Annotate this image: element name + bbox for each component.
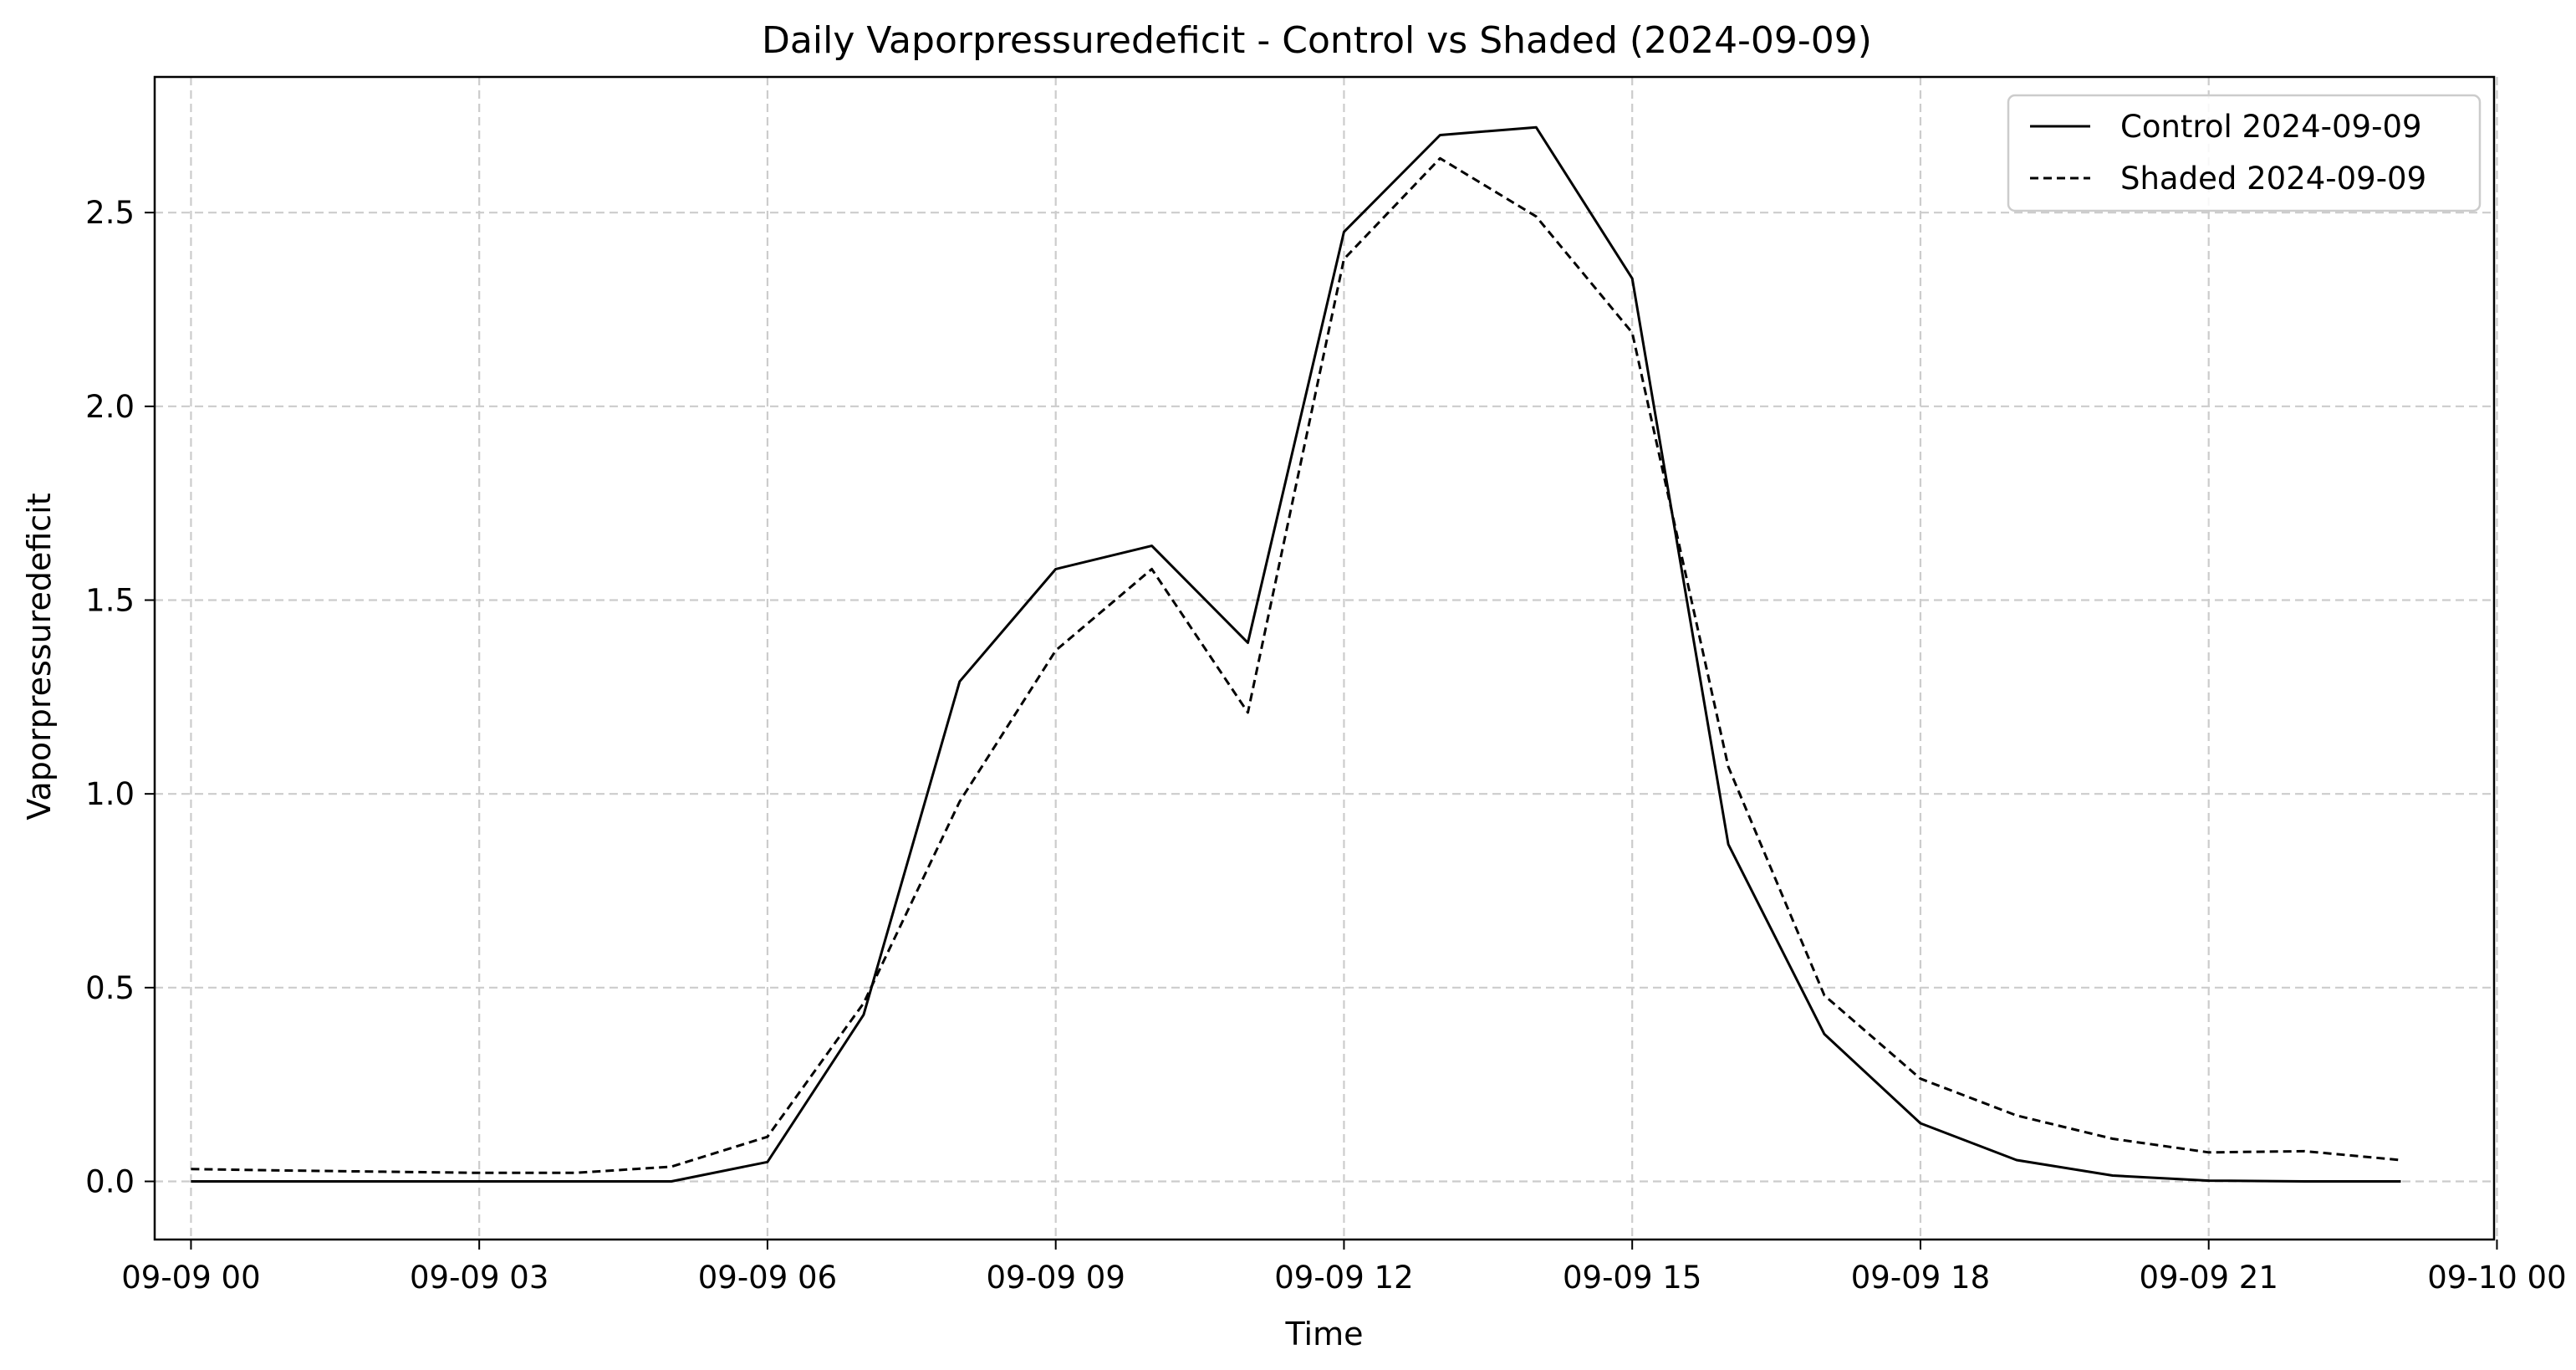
series-line-control bbox=[191, 125, 2401, 1183]
grid-layer bbox=[155, 77, 2498, 1240]
y-tick-label: 1.5 bbox=[85, 583, 135, 619]
legend-box bbox=[2007, 94, 2482, 212]
x-tick-label: 09-09 03 bbox=[410, 1260, 548, 1296]
x-tick-label: 09-09 06 bbox=[698, 1260, 837, 1296]
plot-area bbox=[153, 75, 2496, 1241]
tick-layer: 09-09 00 09-09 03 09-09 06 09-09 09 09-09 12… bbox=[85, 195, 2566, 1296]
x-tick-label: 09-10 00 bbox=[2427, 1260, 2566, 1296]
y-tick-label: 2.5 bbox=[85, 195, 135, 231]
y-tick-label: 2.0 bbox=[85, 389, 135, 425]
y-axis-label: Vaporpressuredeficit bbox=[21, 493, 58, 820]
legend: Control 2024-09-09 Shaded 2024-09-09 bbox=[2007, 94, 2482, 212]
x-tick-label: 09-09 00 bbox=[121, 1260, 260, 1296]
x-axis-label: Time bbox=[1285, 1316, 1364, 1352]
x-tick-label: 09-09 09 bbox=[987, 1260, 1125, 1296]
legend-label-shaded: Shaded 2024-09-09 bbox=[2120, 161, 2426, 197]
series-line-shaded bbox=[191, 156, 2401, 1174]
y-tick-label: 0.0 bbox=[85, 1164, 135, 1200]
chart-title: Daily Vaporpressuredeficit - Control vs … bbox=[762, 19, 1872, 62]
y-tick-label: 1.0 bbox=[85, 776, 135, 812]
legend-label-control: Control 2024-09-09 bbox=[2120, 109, 2422, 145]
x-tick-label: 09-09 15 bbox=[1563, 1260, 1701, 1296]
y-tick-label: 0.5 bbox=[85, 970, 135, 1006]
x-tick-label: 09-09 18 bbox=[1851, 1260, 1990, 1296]
series-layer bbox=[191, 125, 2401, 1183]
x-tick-label: 09-09 21 bbox=[2140, 1260, 2278, 1296]
x-tick-label: 09-09 12 bbox=[1274, 1260, 1413, 1296]
